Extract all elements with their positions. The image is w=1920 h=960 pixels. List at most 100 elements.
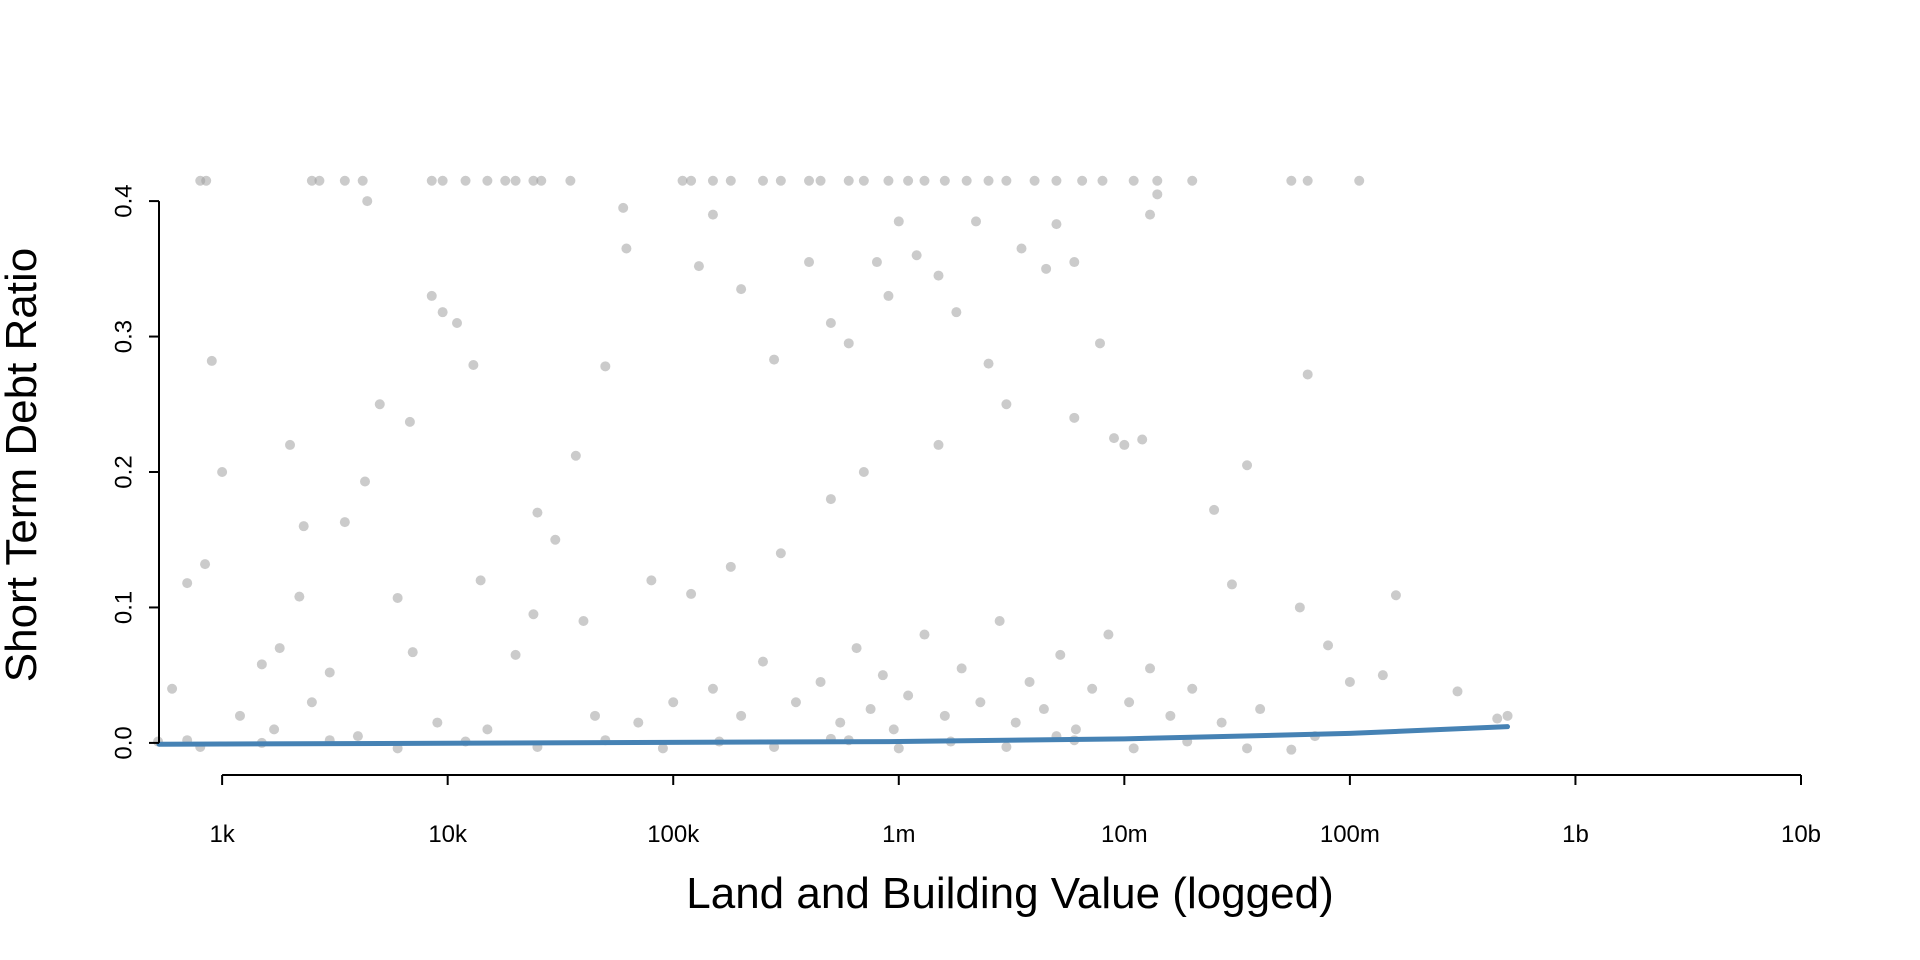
scatter-point xyxy=(1294,602,1305,613)
scatter-point xyxy=(1377,670,1388,681)
scatter-point xyxy=(528,609,539,620)
x-tick-label: 1m xyxy=(882,821,915,848)
scatter-point xyxy=(1077,175,1088,186)
scatter-point xyxy=(1069,257,1080,268)
scatter-point xyxy=(1226,579,1237,590)
scatter-point xyxy=(725,175,736,186)
scatter-point xyxy=(835,717,846,728)
scatter-point xyxy=(528,175,539,186)
scatter-point xyxy=(983,175,994,186)
scatter-point xyxy=(482,175,493,186)
scatter-point xyxy=(725,561,736,572)
scatter-point xyxy=(1354,175,1365,186)
scatter-point xyxy=(919,175,930,186)
plot-area xyxy=(153,175,1513,755)
scatter-point xyxy=(858,175,869,186)
scatter-point xyxy=(1124,697,1135,708)
scatter-point xyxy=(590,710,601,721)
scatter-point xyxy=(911,250,922,261)
scatter-point xyxy=(426,175,437,186)
scatter-point xyxy=(677,175,688,186)
scatter-point xyxy=(432,717,443,728)
scatter-point xyxy=(404,416,415,427)
scatter-point xyxy=(306,175,317,186)
scatter-point xyxy=(1286,744,1297,755)
scatter-point xyxy=(407,647,418,658)
scatter-point xyxy=(961,175,972,186)
scatter-point xyxy=(994,616,1005,626)
scatter-point xyxy=(1109,433,1120,444)
scatter-point xyxy=(736,710,747,721)
scatter-point xyxy=(851,643,862,654)
scatter-point xyxy=(437,175,448,186)
y-tick-label: 0.1 xyxy=(110,591,137,624)
y-tick-label: 0.4 xyxy=(110,184,137,217)
scatter-point xyxy=(883,175,894,186)
scatter-point xyxy=(983,358,994,369)
scatter-point xyxy=(775,548,786,559)
scatter-point xyxy=(570,450,581,461)
scatter-point xyxy=(1029,175,1040,186)
scatter-point xyxy=(298,521,309,532)
scatter-point xyxy=(1051,219,1062,230)
scatter-point xyxy=(1038,704,1049,715)
scatter-point xyxy=(919,629,930,640)
scatter-point xyxy=(686,175,697,186)
scatter-point xyxy=(1001,175,1012,186)
scatter-point xyxy=(1187,683,1198,694)
scatter-point xyxy=(1187,175,1198,186)
x-tick-label: 10k xyxy=(428,821,468,848)
scatter-point xyxy=(600,361,611,372)
scatter-point xyxy=(975,697,986,708)
scatter-point xyxy=(1001,399,1012,410)
scatter-point xyxy=(1069,412,1080,423)
scatter-point xyxy=(707,683,718,694)
y-tick-label: 0.3 xyxy=(110,320,137,353)
scatter-point xyxy=(1051,175,1062,186)
scatter-point xyxy=(865,704,876,715)
scatter-point xyxy=(256,659,267,670)
scatter-point xyxy=(815,676,826,687)
scatter-point xyxy=(182,578,193,589)
scatter-point xyxy=(285,439,296,450)
scatter-point xyxy=(956,663,967,674)
scatter-point xyxy=(883,290,894,301)
x-tick-label: 100k xyxy=(647,821,700,848)
scatter-point xyxy=(217,467,228,477)
scatter-point xyxy=(1001,741,1012,752)
scatter-point xyxy=(707,175,718,186)
scatter-point xyxy=(426,290,437,301)
scatter-point xyxy=(1010,717,1021,728)
scatter-point xyxy=(339,517,350,528)
x-tick-label: 10m xyxy=(1101,821,1148,848)
x-axis-title: Land and Building Value (logged) xyxy=(686,869,1333,918)
scatter-point xyxy=(757,656,768,667)
scatter-point xyxy=(1165,710,1176,721)
scatter-point xyxy=(1302,369,1313,380)
scatter-point xyxy=(1094,338,1105,349)
scatter-point xyxy=(888,724,899,735)
scatter-point xyxy=(294,591,305,602)
scatter-point xyxy=(578,616,589,626)
scatter-point xyxy=(1070,724,1081,735)
scatter-point xyxy=(1152,175,1163,186)
scatter-point xyxy=(1145,663,1156,674)
scatter-point xyxy=(1024,676,1035,687)
scatter-point xyxy=(858,467,869,477)
scatter-point xyxy=(339,175,350,186)
scatter-point xyxy=(1502,710,1513,721)
scatter-point xyxy=(1119,439,1130,450)
scatter-point xyxy=(933,270,944,281)
scatter-point xyxy=(1242,460,1253,471)
scatter-point xyxy=(939,175,950,186)
scatter-point xyxy=(633,717,644,728)
scatter-point xyxy=(510,649,521,660)
scatter-point xyxy=(234,710,245,721)
scatter-point xyxy=(1145,209,1156,220)
fit-line xyxy=(156,724,1511,747)
scatter-point xyxy=(460,175,471,186)
scatter-point xyxy=(374,399,385,410)
scatter-point xyxy=(903,690,914,701)
scatter-point xyxy=(825,494,836,505)
